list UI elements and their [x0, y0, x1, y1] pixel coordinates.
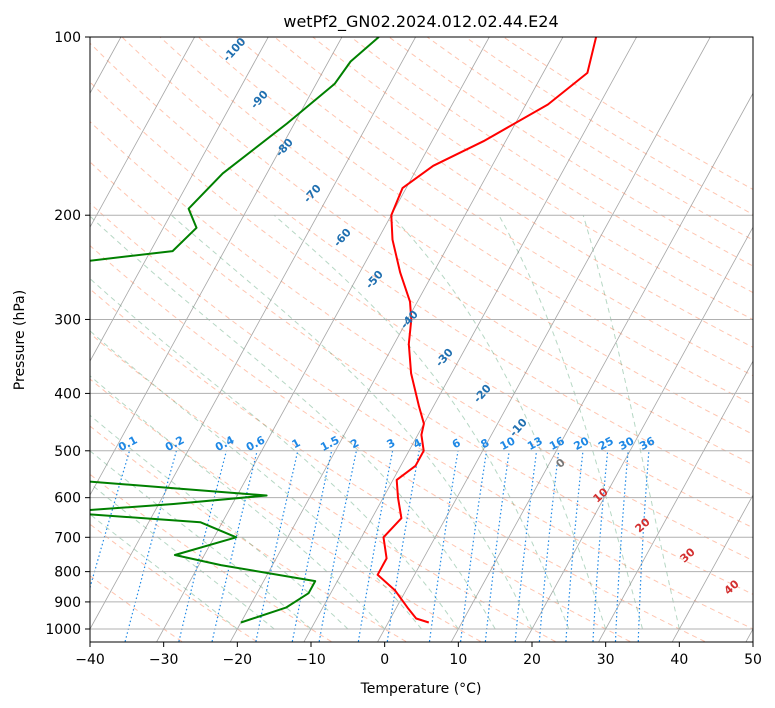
y-tick-label: 800	[54, 565, 81, 581]
mixing-ratio-line	[460, 450, 488, 642]
x-tick-label: 40	[670, 652, 688, 668]
moist-adiabat-line	[171, 214, 533, 630]
mixing-ratio-label: 30	[617, 434, 637, 453]
series-lines	[90, 37, 598, 624]
x-tick-label: 50	[744, 652, 762, 668]
y-tick-label: 600	[54, 491, 81, 507]
mixing-ratio-line	[538, 450, 560, 642]
dry-adiabat-line	[90, 202, 753, 630]
mixing-ratio-line	[428, 450, 459, 642]
dry-adiabat-line	[90, 244, 706, 642]
y-tick-label: 100	[54, 30, 81, 46]
chart-title: wetPf2_GN02.2024.012.02.44.E24	[283, 12, 558, 32]
isotherm-line	[672, 494, 753, 642]
dry-adiabat-line	[90, 523, 257, 642]
mixing-ratio-label: 10	[498, 434, 518, 453]
x-axis-label: Temperature (°C)	[360, 681, 482, 697]
dry-adiabat-line	[90, 161, 753, 595]
y-tick-label: 1000	[45, 622, 81, 638]
isotherm-line	[90, 37, 269, 362]
isotherm-line	[598, 360, 753, 642]
x-tick-label: 20	[523, 652, 541, 668]
mixing-ratio-line	[124, 450, 177, 642]
dry-adiabat-line	[90, 42, 753, 497]
y-tick-label: 400	[54, 386, 81, 402]
y-tick-label: 500	[54, 444, 81, 460]
mixing-ratio-label: 36	[637, 434, 657, 453]
isotherm-line	[377, 37, 711, 642]
dry-adiabat-line	[90, 288, 631, 642]
y-tick-label: 700	[54, 530, 81, 546]
dewpoint-profile-line	[90, 37, 380, 624]
pressure-grid	[90, 37, 753, 630]
mixing-ratio-label: 13	[525, 434, 545, 453]
moist-adiabat-line	[90, 215, 496, 630]
mixing-ratio-line	[211, 450, 258, 642]
dry-adiabat-line	[312, 37, 753, 321]
mixing-ratio-line	[90, 450, 131, 590]
x-tick-label: −40	[75, 652, 105, 668]
dry-adiabat-line	[235, 37, 753, 377]
x-tick-label: −10	[296, 652, 326, 668]
dry-adiabat-line	[90, 473, 332, 642]
mixing-ratio-line	[514, 450, 538, 642]
mixing-ratio-line	[484, 450, 510, 642]
mixing-ratio-label: 25	[596, 434, 616, 453]
x-tick-label: 30	[597, 652, 615, 668]
plot-frame	[89, 36, 754, 643]
y-axis-label: Pressure (hPa)	[12, 290, 28, 390]
axis-ticks: −40 −30 −20 −10 0 10 20 30 40 50 100 200 300 400 500 60…	[45, 30, 762, 668]
isotherm-line	[230, 37, 564, 642]
moist-adiabat-line	[90, 482, 275, 630]
y-tick-label: 200	[54, 208, 81, 224]
y-tick-label: 300	[54, 312, 81, 328]
moist-adiabat-line	[582, 215, 680, 630]
isotherm-line	[303, 37, 637, 642]
isotherm-line	[90, 37, 416, 630]
x-tick-label: −30	[149, 652, 179, 668]
dry-adiabat-line	[159, 37, 753, 435]
temperature-profile-line	[376, 37, 598, 624]
y-tick-label: 900	[54, 595, 81, 611]
x-tick-label: 0	[380, 652, 389, 668]
dry-adiabat-line	[90, 378, 481, 642]
isotherm-line	[451, 92, 753, 642]
isotherm-line	[90, 37, 343, 496]
x-tick-label: −20	[223, 652, 253, 668]
mixing-ratio-label: 16	[547, 434, 567, 453]
isotherm-line	[90, 37, 195, 229]
x-tick-label: 10	[449, 652, 467, 668]
isotherm-line	[156, 37, 490, 642]
mixing-ratio-line	[178, 450, 227, 642]
moist-adiabat-line	[90, 414, 349, 630]
dry-adiabat-line	[90, 575, 183, 642]
isotherm-line	[524, 226, 753, 642]
mixing-ratio-label: 20	[572, 434, 592, 453]
mixing-ratio-line	[386, 450, 420, 642]
mixing-ratio-line	[565, 450, 584, 642]
